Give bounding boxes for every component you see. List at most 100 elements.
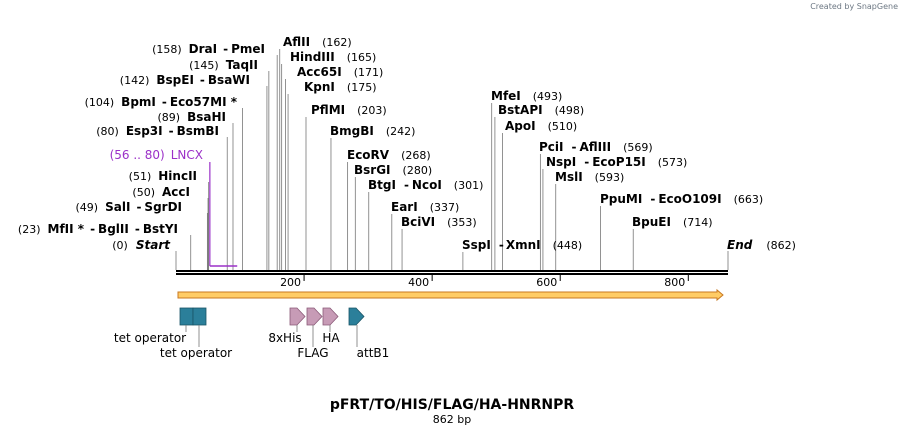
site-separator: - (650, 192, 655, 206)
site-label: BciVI (353) (401, 215, 477, 229)
enzyme-site-1: (145) TaqII (189, 58, 258, 72)
enzyme-name: HindIII (290, 50, 335, 64)
site-position: (242) (386, 125, 416, 138)
enzyme-site-7: (50) AccI (132, 185, 190, 199)
enzyme-site-19: EarI (337) (391, 200, 459, 214)
site-position: (80) (96, 125, 119, 138)
site-label: EcoRV (268) (347, 148, 431, 162)
enzyme-site-28: PpuMI - EcoO109I (663) (600, 192, 763, 206)
site-position: (714) (683, 216, 713, 229)
enzyme-name: PciI (539, 140, 564, 154)
site-leader-lines (175, 49, 729, 270)
site-label: (104) BpmI - Eco57MI * (85, 95, 238, 109)
site-label: PflMI (203) (311, 103, 387, 117)
enzyme-name: Acc65I (297, 65, 342, 79)
enzyme-site-21: SspI - XmnI (448) (462, 238, 582, 252)
site-label: (80) Esp3I - BsmBI (96, 124, 219, 138)
enzyme-site-8: (49) SalI - SgrDI (76, 200, 182, 214)
enzyme-name: EcoO109I (658, 192, 721, 206)
enzyme-name: SgrDI (144, 200, 182, 214)
enzyme-name: TaqII (226, 58, 258, 72)
enzyme-site-6: (51) HincII (129, 169, 197, 183)
enzyme-name: AflIII (579, 140, 611, 154)
site-label: (145) TaqII (189, 58, 258, 72)
site-label: MslI (593) (555, 170, 624, 184)
site-label: BstAPI (498) (498, 103, 584, 117)
plasmid-name: pFRT/TO/HIS/FLAG/HA-HNRNPR (330, 397, 575, 413)
feature-label: tet operator (114, 331, 186, 345)
site-position: (301) (454, 179, 484, 192)
enzyme-name: KpnI (304, 80, 335, 94)
enzyme-name: AflII (283, 35, 310, 49)
site-separator: - (200, 73, 205, 87)
enzyme-name: BstYI (143, 222, 178, 236)
enzyme-name: BsrGI (354, 163, 391, 177)
site-position: (49) (76, 201, 99, 214)
site-label: (51) HincII (129, 169, 197, 183)
enzyme-name: MfII * (48, 222, 85, 236)
site-label: BpuEI (714) (632, 215, 713, 229)
enzyme-site-26: NspI - EcoP15I (573) (546, 155, 687, 169)
site-label: Acc65I (171) (297, 65, 383, 79)
site-label: BsrGI (280) (354, 163, 432, 177)
enzyme-name: DraI (189, 42, 217, 56)
site-label: AflII (162) (283, 35, 352, 49)
enzyme-name: BsaWI (208, 73, 250, 87)
feature-tet-operator (192, 307, 207, 326)
site-separator: - (499, 238, 504, 252)
site-label: (142) BspEI - BsaWI (120, 73, 250, 87)
site-position: (51) (129, 170, 152, 183)
ruler-tick-label: 800 (664, 276, 685, 289)
feature-label: FLAG (297, 346, 328, 360)
site-position: (104) (85, 96, 115, 109)
site-label: SspI - XmnI (448) (462, 238, 582, 252)
feature-tet-operator (179, 307, 194, 326)
site-separator: - (169, 124, 174, 138)
end-marker: End (727, 238, 753, 252)
enzyme-name: AccI (162, 185, 190, 199)
site-label: (23) MfII * - BglII - BstYI (18, 222, 178, 236)
site-separator: - (135, 222, 140, 236)
site-separator: - (90, 222, 95, 236)
enzyme-name: XmnI (506, 238, 541, 252)
site-position: (175) (347, 81, 377, 94)
enzyme-site-12: Acc65I (171) (297, 65, 383, 79)
enzyme-name: EcoRV (347, 148, 390, 162)
enzyme-name: BmgBI (330, 124, 374, 138)
enzyme-name: PpuMI (600, 192, 642, 206)
enzyme-site-0: (158) DraI - PmeI (152, 42, 265, 56)
enzyme-site-18: BtgI - NcoI (301) (368, 178, 483, 192)
snapgene-credit: Created by SnapGene (810, 2, 898, 11)
site-position: (663) (734, 193, 764, 206)
site-position: (203) (357, 104, 387, 117)
orf-arrow-shape (177, 288, 724, 302)
enzyme-site-25: PciI - AflIII (569) (539, 140, 653, 154)
ruler-ticks: 200 400 600 800 (280, 275, 689, 289)
site-position: (337) (430, 201, 460, 214)
site-position: (171) (354, 66, 384, 79)
site-label: BmgBI (242) (330, 124, 415, 138)
enzyme-name: BstAPI (498, 103, 543, 117)
primer-range: (56 .. 80) (110, 148, 165, 162)
feature-ha (322, 307, 339, 326)
site-separator: - (223, 42, 228, 56)
site-position: (50) (132, 186, 155, 199)
enzyme-site-27: MslI (593) (555, 170, 624, 184)
site-position: (162) (322, 36, 352, 49)
start-marker: Start (136, 238, 171, 252)
backbone-bottom-strand (176, 273, 728, 275)
site-label: HindIII (165) (290, 50, 376, 64)
feature-label: attB1 (357, 346, 390, 360)
credit-prefix: Created by (810, 2, 855, 11)
enzyme-name: NspI (546, 155, 576, 169)
site-label: NspI - EcoP15I (573) (546, 155, 687, 169)
ruler-tick-label: 600 (536, 276, 557, 289)
site-position: (268) (401, 149, 431, 162)
enzyme-name: BtgI (368, 178, 396, 192)
enzyme-site-2: (142) BspEI - BsaWI (120, 73, 250, 87)
enzyme-name: NcoI (412, 178, 442, 192)
site-position: (280) (403, 164, 433, 177)
site-label: ApoI (510) (505, 119, 577, 133)
site-label: (50) AccI (132, 185, 190, 199)
